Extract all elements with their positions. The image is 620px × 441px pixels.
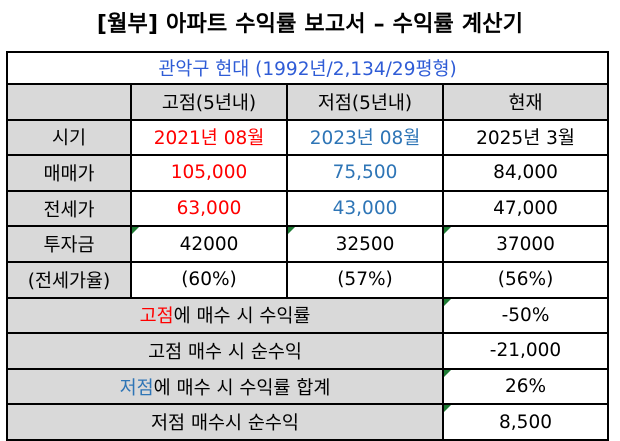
high-profit-row: 고점 매수 시 순수익 -21,000 bbox=[6, 332, 610, 370]
return-calculator-table: 관악구 현대 (1992년/2,134/29평형) 고점(5년내) 저점(5년내… bbox=[5, 51, 610, 441]
high-profit-value: -21,000 bbox=[441, 332, 610, 370]
low-return-text: 에 매수 시 수익률 합계 bbox=[153, 377, 331, 399]
low-profit-label: 저점 매수시 순수익 bbox=[6, 403, 444, 441]
investment-high: 42000 bbox=[130, 225, 288, 263]
investment-now: 37000 bbox=[441, 225, 610, 263]
jeonse-price-low: 43,000 bbox=[286, 189, 444, 228]
header-low: 저점(5년내) bbox=[286, 83, 444, 121]
sale-price-row: 매매가 105,000 75,500 84,000 bbox=[6, 154, 610, 192]
low-return-row: 저점에 매수 시 수익률 합계 26% bbox=[6, 367, 610, 406]
investment-low: 32500 bbox=[286, 225, 444, 263]
jeonse-ratio-label: (전세가율) bbox=[6, 260, 132, 299]
sale-price-low: 75,500 bbox=[286, 154, 444, 192]
sale-price-now: 84,000 bbox=[441, 154, 610, 192]
jeonse-price-now: 47,000 bbox=[441, 189, 610, 228]
high-return-value: -50% bbox=[441, 296, 610, 335]
time-low: 2023년 08월 bbox=[286, 118, 444, 157]
low-return-label: 저점에 매수 시 수익률 합계 bbox=[6, 367, 444, 406]
investment-label: 투자금 bbox=[6, 225, 132, 263]
jeonse-price-label: 전세가 bbox=[6, 189, 132, 228]
header-blank-cell bbox=[6, 83, 132, 121]
jeonse-ratio-row: (전세가율) (60%) (57%) (56%) bbox=[6, 260, 610, 299]
apartment-location: 관악구 현대 (1992년/2,134/29평형) bbox=[5, 51, 610, 85]
time-row: 시기 2021년 08월 2023년 08월 2025년 3월 bbox=[6, 118, 610, 157]
low-profit-value: 8,500 bbox=[441, 403, 610, 441]
jeonse-ratio-low: (57%) bbox=[286, 260, 444, 299]
sale-price-high: 105,000 bbox=[130, 154, 288, 192]
time-high: 2021년 08월 bbox=[130, 118, 288, 157]
jeonse-price-row: 전세가 63,000 43,000 47,000 bbox=[6, 189, 610, 228]
location-row: 관악구 현대 (1992년/2,134/29평형) bbox=[5, 51, 610, 85]
low-return-value: 26% bbox=[441, 367, 610, 406]
low-highlight: 저점 bbox=[119, 377, 154, 399]
high-return-row: 고점에 매수 시 수익률 -50% bbox=[6, 296, 610, 335]
time-label: 시기 bbox=[6, 118, 132, 157]
time-now: 2025년 3월 bbox=[441, 118, 610, 157]
investment-row: 투자금 42000 32500 37000 bbox=[6, 225, 610, 263]
jeonse-price-high: 63,000 bbox=[130, 189, 288, 228]
sale-price-label: 매매가 bbox=[6, 154, 132, 192]
report-title: [월부] 아파트 수익률 보고서 – 수익률 계산기 bbox=[96, 12, 524, 37]
header-row: 고점(5년내) 저점(5년내) 현재 bbox=[6, 83, 610, 121]
jeonse-ratio-now: (56%) bbox=[441, 260, 610, 299]
high-return-label: 고점에 매수 시 수익률 bbox=[6, 296, 444, 335]
high-highlight: 고점 bbox=[139, 306, 174, 328]
jeonse-ratio-high: (60%) bbox=[130, 260, 288, 299]
header-high: 고점(5년내) bbox=[130, 83, 288, 121]
header-now: 현재 bbox=[441, 83, 610, 121]
high-return-text: 에 매수 시 수익률 bbox=[173, 306, 311, 328]
low-profit-row: 저점 매수시 순수익 8,500 bbox=[6, 403, 610, 441]
high-profit-label: 고점 매수 시 순수익 bbox=[6, 332, 444, 370]
